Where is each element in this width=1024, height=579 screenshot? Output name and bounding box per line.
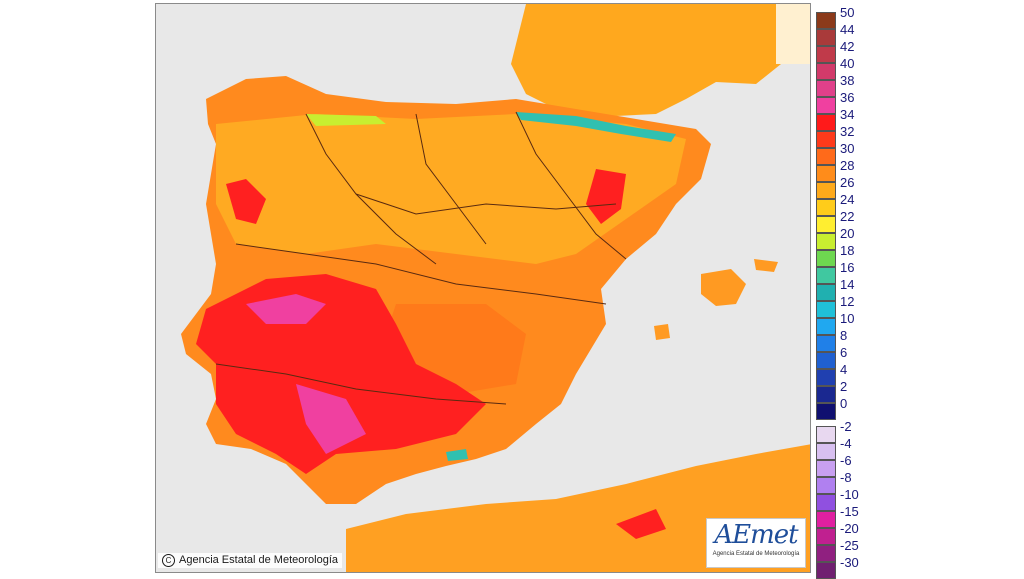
- aemet-logo-word: AEmet: [714, 520, 798, 550]
- legend-label: 0: [840, 396, 848, 411]
- legend-label: 22: [840, 209, 855, 224]
- aemet-logo: AEmet Agencia Estatal de Meteorología: [706, 518, 806, 568]
- legend-label: -25: [840, 538, 859, 553]
- legend-label: 12: [840, 294, 855, 309]
- legend-label: -15: [840, 504, 859, 519]
- legend-label: 20: [840, 226, 855, 241]
- legend-label: 30: [840, 141, 855, 156]
- temperature-legend: 50 44 42 40 38 36 34 32 30 28 26 24 22 20 18 16 14 12 10 8 6…: [816, 6, 876, 579]
- legend-swatch: [816, 199, 836, 216]
- legend-swatch: [816, 97, 836, 114]
- legend-label: 38: [840, 73, 855, 88]
- legend-label: 36: [840, 90, 855, 105]
- legend-label: 26: [840, 175, 855, 190]
- copyright-text: Agencia Estatal de Meteorología: [179, 554, 338, 566]
- legend-label: -30: [840, 555, 859, 570]
- ibiza: [654, 324, 670, 340]
- legend-swatch: [816, 352, 836, 369]
- legend-swatch: [816, 301, 836, 318]
- legend-label: 14: [840, 277, 855, 292]
- legend-swatch: [816, 63, 836, 80]
- legend-swatch: [816, 545, 836, 562]
- region-borders: [215, 111, 627, 405]
- north-africa: [346, 444, 810, 572]
- ebro-hot-patch: [586, 169, 626, 224]
- legend-swatch: [816, 403, 836, 420]
- copyright-icon: C: [162, 554, 175, 567]
- legend-swatch: [816, 148, 836, 165]
- legend-label: 24: [840, 192, 855, 207]
- legend-swatch: [816, 511, 836, 528]
- legend-swatch: [816, 369, 836, 386]
- legend-label: 8: [840, 328, 848, 343]
- legend-swatch: [816, 29, 836, 46]
- legend-swatch: [816, 477, 836, 494]
- legend-label: -8: [840, 470, 852, 485]
- legend-swatch: [816, 114, 836, 131]
- northern-plateau-zone: [216, 114, 686, 264]
- legend-swatch: [816, 12, 836, 29]
- legend-label: 28: [840, 158, 855, 173]
- galicia-hot-patch: [226, 179, 266, 224]
- legend-swatch: [816, 386, 836, 403]
- sierra-nevada-cool: [446, 449, 468, 461]
- legend-label: 50: [840, 5, 855, 20]
- legend-swatch: [816, 80, 836, 97]
- legend-label: 18: [840, 243, 855, 258]
- legend-swatch: [816, 250, 836, 267]
- legend-label: 44: [840, 22, 855, 37]
- legend-label: 32: [840, 124, 855, 139]
- legend-swatch: [816, 284, 836, 301]
- legend-swatch: [816, 460, 836, 477]
- cantabrian-cool: [306, 114, 386, 126]
- legend-label: -20: [840, 521, 859, 536]
- frame-corner-land: [776, 4, 810, 64]
- legend-swatch: [816, 335, 836, 352]
- france-landmass: [511, 4, 781, 116]
- legend-label: 42: [840, 39, 855, 54]
- legend-swatch: [816, 216, 836, 233]
- mallorca: [701, 269, 746, 306]
- legend-label: 2: [840, 379, 848, 394]
- legend-label: 10: [840, 311, 855, 326]
- map-canvas: [156, 4, 810, 572]
- guadalquivir-peak: [296, 384, 366, 454]
- legend-label: 16: [840, 260, 855, 275]
- legend-swatch: [816, 46, 836, 63]
- africa-hot-patch: [616, 509, 666, 539]
- legend-swatch: [816, 562, 836, 579]
- legend-label: -6: [840, 453, 852, 468]
- legend-swatch: [816, 165, 836, 182]
- legend-swatch: [816, 426, 836, 443]
- legend-swatch: [816, 131, 836, 148]
- legend-label: 34: [840, 107, 855, 122]
- legend-swatch: [816, 443, 836, 460]
- legend-swatch: [816, 528, 836, 545]
- aemet-logo-subtitle: Agencia Estatal de Meteorología: [712, 551, 800, 557]
- legend-label: -2: [840, 419, 852, 434]
- legend-swatch: [816, 182, 836, 199]
- legend-label: 4: [840, 362, 848, 377]
- legend-label: -4: [840, 436, 852, 451]
- menorca: [754, 259, 778, 272]
- copyright-notice: C Agencia Estatal de Meteorología: [158, 553, 342, 568]
- legend-swatch: [816, 318, 836, 335]
- legend-swatch: [816, 494, 836, 511]
- temperature-map: C Agencia Estatal de Meteorología AEmet A…: [155, 3, 811, 573]
- legend-label: 40: [840, 56, 855, 71]
- legend-label: -10: [840, 487, 859, 502]
- legend-swatch: [816, 233, 836, 250]
- legend-label: 6: [840, 345, 848, 360]
- pyrenees-cool: [516, 112, 676, 142]
- legend-swatch: [816, 267, 836, 284]
- extremadura-peak: [246, 294, 326, 324]
